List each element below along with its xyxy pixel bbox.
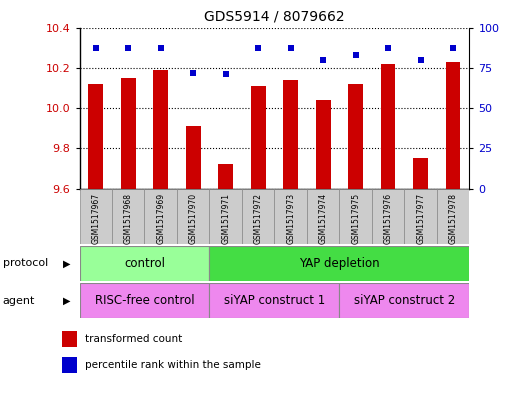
Text: GSM1517971: GSM1517971 <box>221 193 230 244</box>
Point <box>189 70 198 76</box>
Bar <box>80 246 209 281</box>
Text: GSM1517973: GSM1517973 <box>286 193 295 244</box>
Bar <box>404 189 437 244</box>
Bar <box>80 189 112 244</box>
Text: GSM1517972: GSM1517972 <box>254 193 263 244</box>
Point <box>384 45 392 51</box>
Bar <box>251 86 266 189</box>
Point <box>124 45 132 51</box>
Bar <box>209 246 469 281</box>
Bar <box>283 80 298 189</box>
Bar <box>62 357 77 373</box>
Point <box>319 57 327 63</box>
Bar <box>340 189 372 244</box>
Bar <box>80 283 209 318</box>
Text: GSM1517978: GSM1517978 <box>449 193 458 244</box>
Point <box>449 45 457 51</box>
Point <box>92 45 100 51</box>
Bar <box>209 189 242 244</box>
Point <box>222 71 230 77</box>
Point <box>351 52 360 58</box>
Text: control: control <box>124 257 165 270</box>
Bar <box>348 84 363 189</box>
Text: transformed count: transformed count <box>86 334 183 344</box>
Bar <box>219 164 233 189</box>
Point <box>417 57 425 63</box>
Text: GSM1517970: GSM1517970 <box>189 193 198 244</box>
Text: ▶: ▶ <box>63 296 70 306</box>
Text: GSM1517968: GSM1517968 <box>124 193 133 244</box>
Bar <box>340 283 469 318</box>
Bar <box>112 189 145 244</box>
Bar <box>62 331 77 347</box>
Point <box>254 45 262 51</box>
Text: YAP depletion: YAP depletion <box>299 257 380 270</box>
Text: siYAP construct 2: siYAP construct 2 <box>354 294 455 307</box>
Bar <box>446 62 461 189</box>
Title: GDS5914 / 8079662: GDS5914 / 8079662 <box>204 9 345 24</box>
Text: percentile rank within the sample: percentile rank within the sample <box>86 360 261 370</box>
Bar <box>177 189 209 244</box>
Bar <box>437 189 469 244</box>
Bar <box>413 158 428 189</box>
Point <box>287 45 295 51</box>
Text: siYAP construct 1: siYAP construct 1 <box>224 294 325 307</box>
Point <box>156 45 165 51</box>
Text: GSM1517977: GSM1517977 <box>416 193 425 244</box>
Text: GSM1517967: GSM1517967 <box>91 193 100 244</box>
Bar <box>307 189 340 244</box>
Text: GSM1517974: GSM1517974 <box>319 193 328 244</box>
Text: protocol: protocol <box>3 258 48 268</box>
Bar <box>242 189 274 244</box>
Bar <box>274 189 307 244</box>
Text: GSM1517969: GSM1517969 <box>156 193 165 244</box>
Bar <box>209 283 340 318</box>
Text: GSM1517976: GSM1517976 <box>384 193 392 244</box>
Bar <box>121 78 135 189</box>
Text: ▶: ▶ <box>63 258 70 268</box>
Bar <box>372 189 404 244</box>
Bar <box>316 100 330 189</box>
Text: agent: agent <box>3 296 35 306</box>
Bar <box>88 84 103 189</box>
Bar <box>145 189 177 244</box>
Bar <box>153 70 168 189</box>
Bar <box>381 64 396 189</box>
Text: RISC-free control: RISC-free control <box>95 294 194 307</box>
Bar <box>186 126 201 189</box>
Text: GSM1517975: GSM1517975 <box>351 193 360 244</box>
